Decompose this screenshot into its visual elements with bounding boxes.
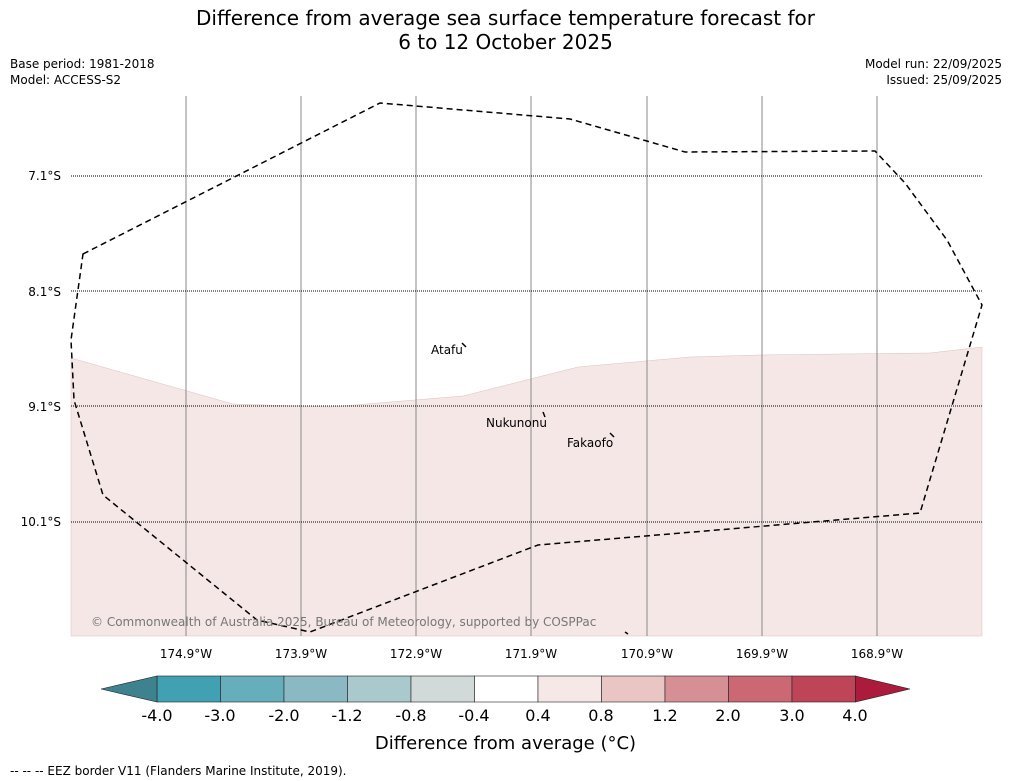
colorbar-segment	[347, 675, 412, 703]
swains-island	[624, 631, 629, 635]
colorbar-segment	[791, 675, 856, 703]
colorbar-tick: 1.2	[652, 706, 678, 725]
model-name: Model: ACCESS-S2	[10, 73, 122, 87]
meridian-lines	[185, 96, 878, 636]
colorbar-tick: -0.8	[395, 706, 427, 725]
title-line-1: Difference from average sea surface temp…	[195, 6, 815, 30]
nukunonu-island	[542, 411, 546, 418]
colorbar-segment	[283, 675, 348, 703]
lon-label-173-9: 173.9°W	[274, 647, 328, 661]
colorbar-tick: -2.0	[268, 706, 300, 725]
place-fakaofo: Fakaofo	[567, 436, 614, 450]
run-info: Model run: 22/09/2025 Issued: 25/09/2025	[865, 56, 1002, 88]
lat-label-9-1: 9.1°S	[28, 400, 61, 414]
base-period: Base period: 1981-2018	[10, 57, 155, 71]
lon-label-172-9: 172.9°W	[389, 647, 443, 661]
colorbar-segment	[728, 675, 793, 703]
issued-date: Issued: 25/09/2025	[886, 73, 1002, 87]
colorbar-tick: 4.0	[842, 706, 868, 725]
lat-label-8-1: 8.1°S	[28, 285, 61, 299]
eez-border	[70, 102, 983, 633]
colorbar-segment	[664, 675, 729, 703]
lat-label-10-1: 10.1°S	[20, 515, 61, 529]
title-line-2: 6 to 12 October 2025	[398, 30, 613, 54]
lon-label-169-9: 169.9°W	[735, 647, 789, 661]
colorbar-tick: 0.4	[525, 706, 551, 725]
colorbar-segment	[601, 675, 666, 703]
colorbar-tick: -3.0	[204, 706, 236, 725]
base-info: Base period: 1981-2018 Model: ACCESS-S2	[10, 56, 155, 88]
colorbar-segment	[220, 675, 285, 703]
map-title: Difference from average sea surface temp…	[0, 6, 1011, 54]
place-nukunonu: Nukunonu	[486, 416, 547, 430]
colorbar	[100, 675, 911, 703]
colorbar-segment	[537, 675, 602, 703]
lon-label-174-9: 174.9°W	[159, 647, 213, 661]
eez-legend: -- -- -- EEZ border V11 (Flanders Marine…	[10, 764, 347, 778]
copyright-notice: © Commonwealth of Australia 2025, Bureau…	[91, 615, 597, 629]
colorbar-tick: -4.0	[141, 706, 173, 725]
lat-label-7-1: 7.1°S	[28, 169, 61, 183]
place-atafu: Atafu	[431, 343, 463, 357]
colorbar-segment	[474, 675, 539, 703]
colorbar-over-arrow	[855, 675, 911, 703]
colorbar-segment	[410, 675, 475, 703]
colorbar-segment	[156, 675, 221, 703]
colorbar-tick: 3.0	[779, 706, 805, 725]
colorbar-tick: -1.2	[331, 706, 363, 725]
colorbar-tick: 0.8	[588, 706, 614, 725]
colorbar-label: Difference from average (°C)	[374, 733, 637, 754]
anomaly-fill-region	[70, 346, 983, 637]
lon-label-171-9: 171.9°W	[504, 647, 558, 661]
lon-label-170-9: 170.9°W	[620, 647, 674, 661]
model-run: Model run: 22/09/2025	[864, 57, 1002, 71]
colorbar-tick: 2.0	[715, 706, 741, 725]
colorbar-under-arrow	[100, 675, 158, 703]
atafu-island	[461, 342, 467, 348]
fakaofo-island	[609, 432, 615, 438]
colorbar-tick: -0.4	[458, 706, 490, 725]
lon-label-168-9: 168.9°W	[850, 647, 904, 661]
